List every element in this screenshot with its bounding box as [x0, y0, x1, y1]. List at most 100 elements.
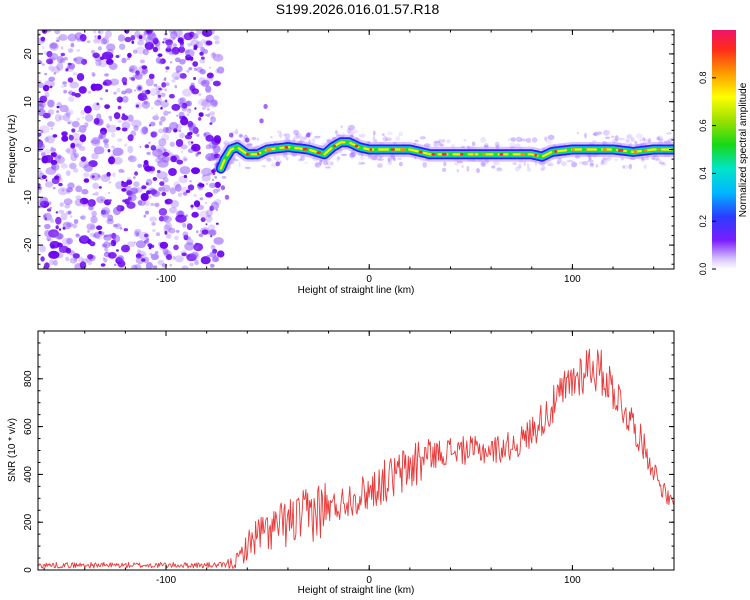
- noise-speckle: [197, 151, 202, 155]
- noise-speckle: [161, 191, 167, 197]
- trace-halo-speckle: [643, 138, 651, 144]
- noise-speckle: [212, 80, 221, 87]
- noise-speckle: [78, 124, 87, 133]
- trace-halo-speckle: [614, 158, 618, 162]
- noise-speckle: [207, 215, 211, 218]
- noise-speckle: [50, 159, 58, 166]
- noise-speckle: [38, 144, 43, 152]
- noise-speckle: [175, 255, 184, 263]
- noise-speckle: [159, 209, 165, 216]
- trace-halo-speckle: [508, 137, 511, 142]
- noise-speckle: [83, 178, 90, 183]
- noise-speckle: [89, 232, 96, 238]
- noise-speckle: [73, 168, 79, 173]
- trace-halo-speckle: [592, 133, 597, 136]
- noise-speckle: [44, 217, 47, 221]
- noise-speckle: [50, 147, 57, 152]
- trace-halo-speckle: [298, 158, 302, 162]
- noise-speckle: [205, 223, 208, 226]
- noise-speckle: [172, 37, 176, 41]
- noise-speckle: [150, 144, 156, 149]
- noise-speckle: [118, 53, 122, 57]
- trace-halo-speckle: [323, 160, 329, 166]
- snr-series-line: [38, 348, 674, 569]
- noise-speckle: [194, 245, 200, 251]
- trace-halo-speckle: [358, 133, 366, 138]
- trace-halo-speckle: [361, 162, 366, 165]
- noise-speckle: [43, 149, 51, 155]
- trace-halo-speckle: [657, 135, 663, 141]
- noise-speckle: [146, 190, 151, 195]
- noise-speckle: [185, 214, 188, 217]
- trace-halo-speckle: [625, 138, 631, 143]
- noise-speckle: [44, 181, 54, 188]
- noise-speckle: [228, 132, 234, 138]
- trace-halo-speckle: [496, 167, 502, 171]
- noise-speckle: [107, 124, 117, 133]
- trace-halo-speckle: [422, 161, 428, 168]
- noise-speckle: [52, 134, 58, 138]
- trace-halo-speckle: [642, 137, 646, 142]
- noise-speckle: [63, 56, 68, 61]
- trace-halo-speckle: [398, 161, 403, 167]
- noise-speckle: [199, 197, 204, 201]
- noise-speckle: [175, 139, 184, 147]
- trace-peak: [245, 153, 249, 156]
- trace-peak: [369, 148, 373, 151]
- trace-peak: [390, 148, 395, 151]
- noise-speckle: [217, 66, 225, 74]
- noise-speckle: [75, 195, 82, 200]
- noise-speckle: [52, 152, 57, 158]
- snr-ytick-label: 0: [23, 567, 34, 573]
- noise-speckle: [92, 75, 95, 78]
- noise-speckle: [183, 174, 188, 179]
- noise-speckle: [61, 131, 68, 137]
- noise-speckle: [138, 35, 143, 40]
- noise-speckle: [107, 252, 117, 259]
- trace-halo-speckle: [244, 166, 251, 170]
- noise-speckle: [63, 89, 67, 94]
- noise-speckle: [65, 111, 71, 118]
- colorbar: [712, 30, 736, 269]
- trace-halo-speckle: [600, 159, 608, 166]
- noise-speckle: [202, 106, 206, 111]
- noise-speckle: [127, 241, 136, 248]
- noise-speckle: [93, 73, 96, 76]
- noise-speckle: [106, 218, 114, 225]
- noise-speckle: [74, 92, 81, 98]
- noise-speckle: [104, 143, 110, 149]
- noise-speckle: [117, 138, 123, 142]
- noise-speckle: [100, 38, 108, 45]
- noise-speckle: [168, 93, 175, 99]
- trace-halo-speckle: [539, 167, 544, 171]
- noise-speckle: [106, 48, 114, 55]
- noise-speckle: [187, 140, 190, 143]
- noise-speckle: [105, 30, 112, 38]
- trace-halo-speckle: [648, 138, 652, 144]
- noise-speckle: [67, 77, 74, 83]
- noise-speckle: [157, 94, 162, 98]
- trace-halo-speckle: [601, 158, 605, 164]
- trace-halo-speckle: [340, 125, 343, 129]
- trace-halo-speckle: [238, 133, 243, 138]
- noise-speckle: [43, 202, 47, 205]
- noise-speckle: [182, 156, 188, 162]
- noise-speckle: [112, 206, 122, 216]
- noise-speckle: [79, 34, 87, 42]
- trace-halo-speckle: [525, 137, 532, 143]
- noise-speckle: [202, 174, 205, 177]
- trace-peak: [354, 144, 359, 148]
- noise-speckle: [106, 43, 116, 51]
- trace-halo-speckle: [390, 156, 396, 160]
- trace-halo-speckle: [541, 165, 546, 171]
- noise-speckle: [209, 111, 216, 116]
- noise-speckle: [201, 30, 213, 37]
- spectrogram-ytick-label: 10: [23, 96, 34, 108]
- noise-speckle: [39, 95, 48, 104]
- noise-speckle: [58, 249, 63, 254]
- trace-halo-speckle: [295, 132, 302, 138]
- noise-speckle: [200, 256, 211, 265]
- noise-speckle: [89, 172, 101, 181]
- noise-speckle: [185, 49, 195, 58]
